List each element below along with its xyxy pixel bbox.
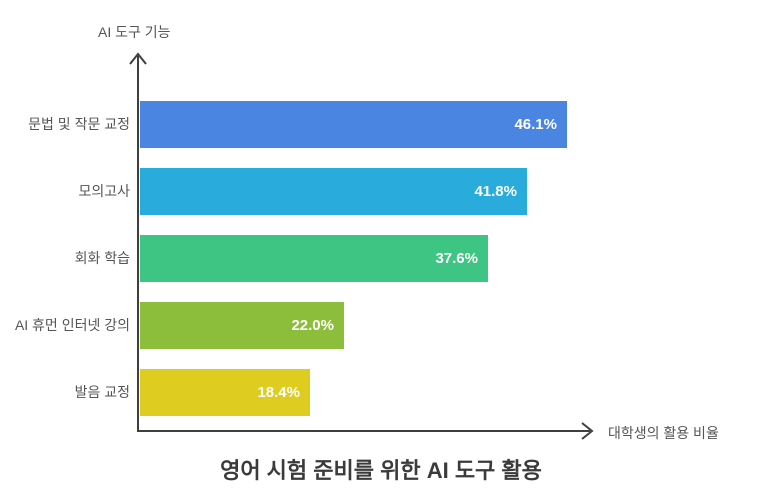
category-label: 회화 학습	[74, 250, 130, 266]
x-axis-label: 대학생의 활용 비율	[608, 425, 719, 441]
bar-segment: 41.8%	[140, 168, 527, 215]
category-label: 모의고사	[78, 183, 130, 199]
bar-value-label: 22.0%	[291, 317, 334, 334]
category-label: 발음 교정	[74, 384, 130, 400]
bar-segment: 46.1%	[140, 101, 567, 148]
bar-value-label: 37.6%	[435, 250, 478, 267]
category-label: 문법 및 작문 교정	[28, 116, 130, 132]
chart-title: 영어 시험 준비를 위한 AI 도구 활용	[220, 458, 542, 483]
bar-segment: 22.0%	[140, 302, 344, 349]
bar-segment: 18.4%	[140, 369, 310, 416]
x-axis-arrowhead-icon	[581, 422, 594, 440]
y-axis-arrowhead-icon	[129, 52, 147, 65]
bar-value-label: 46.1%	[514, 116, 557, 133]
bar-segment: 37.6%	[140, 235, 488, 282]
bar-value-label: 18.4%	[257, 384, 300, 401]
category-label: AI 휴먼 인터넷 강의	[14, 317, 130, 333]
y-axis-label: AI 도구 기능	[98, 24, 171, 40]
bar-value-label: 41.8%	[474, 183, 517, 200]
